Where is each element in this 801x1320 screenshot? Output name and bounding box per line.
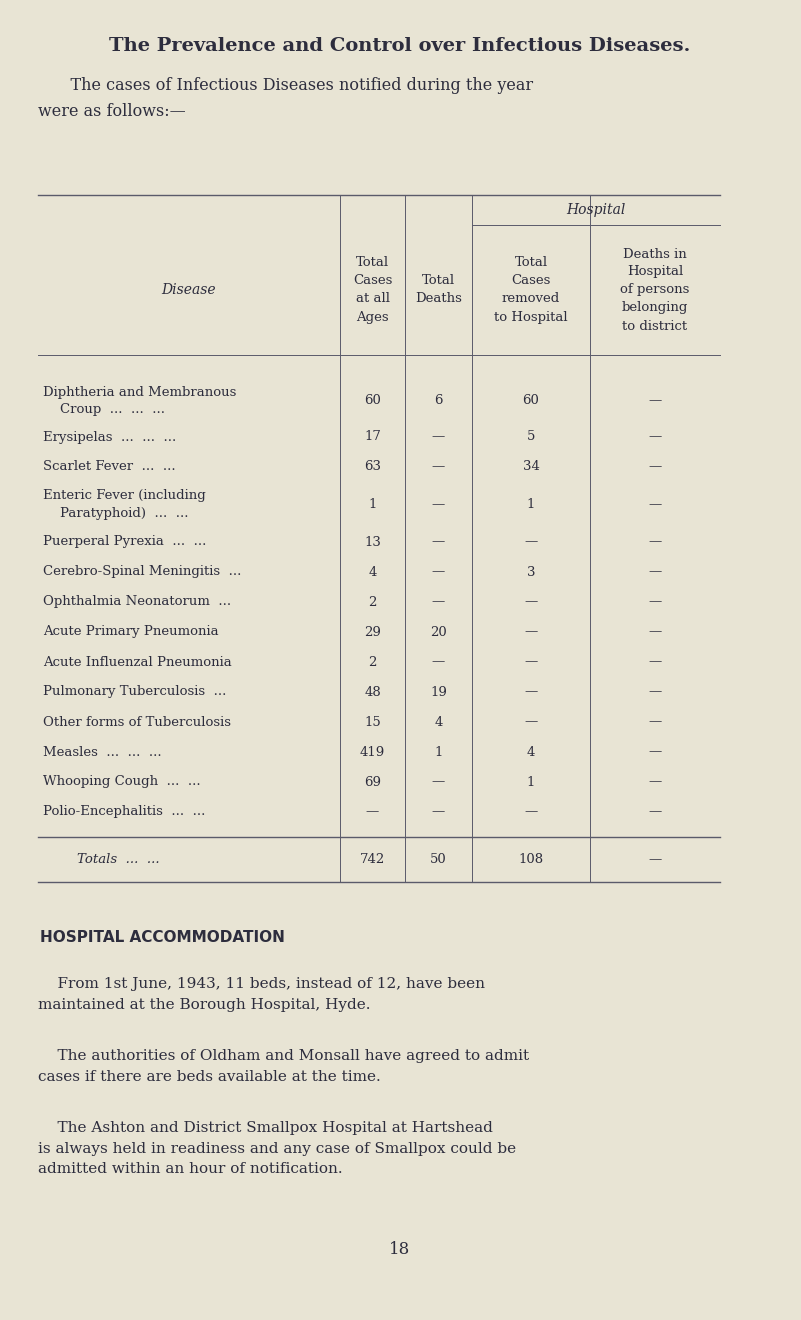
Text: —: — [432,565,445,578]
Text: Acute Primary Pneumonia: Acute Primary Pneumonia [43,626,219,639]
Text: 108: 108 [518,853,544,866]
Text: 29: 29 [364,626,381,639]
Text: 2: 2 [368,656,376,668]
Text: The Ashton and District Smallpox Hospital at Hartshead
is always held in readine: The Ashton and District Smallpox Hospita… [38,1121,516,1176]
Text: 1: 1 [368,498,376,511]
Text: The authorities of Oldham and Monsall have agreed to admit
cases if there are be: The authorities of Oldham and Monsall ha… [38,1049,529,1084]
Text: 4: 4 [527,746,535,759]
Text: 419: 419 [360,746,385,759]
Text: 19: 19 [430,685,447,698]
Text: —: — [648,595,662,609]
Text: —: — [525,656,537,668]
Text: Total
Cases
at all
Ages: Total Cases at all Ages [352,256,392,323]
Text: 1: 1 [527,776,535,788]
Text: Measles  ...  ...  ...: Measles ... ... ... [43,746,162,759]
Text: —: — [525,626,537,639]
Text: 18: 18 [389,1242,411,1258]
Text: 2: 2 [368,595,376,609]
Text: Ophthalmia Neonatorum  ...: Ophthalmia Neonatorum ... [43,595,231,609]
Text: Polio-Encephalitis  ...  ...: Polio-Encephalitis ... ... [43,805,205,818]
Text: —: — [648,805,662,818]
Text: —: — [648,395,662,408]
Text: —: — [648,626,662,639]
Text: 13: 13 [364,536,381,549]
Text: Scarlet Fever  ...  ...: Scarlet Fever ... ... [43,461,175,474]
Text: 17: 17 [364,430,381,444]
Text: The cases of Infectious Diseases notified during the year: The cases of Infectious Diseases notifie… [50,77,533,94]
Text: —: — [525,536,537,549]
Text: —: — [648,565,662,578]
Text: 48: 48 [364,685,380,698]
Text: —: — [648,461,662,474]
Text: —: — [432,536,445,549]
Text: Enteric Fever (including
    Paratyphoid)  ...  ...: Enteric Fever (including Paratyphoid) ..… [43,490,206,520]
Text: Diphtheria and Membranous
    Croup  ...  ...  ...: Diphtheria and Membranous Croup ... ... … [43,385,236,416]
Text: 3: 3 [527,565,535,578]
Text: —: — [525,685,537,698]
Text: Pulmonary Tuberculosis  ...: Pulmonary Tuberculosis ... [43,685,227,698]
Text: —: — [432,498,445,511]
Text: 4: 4 [368,565,376,578]
Text: 15: 15 [364,715,380,729]
Text: —: — [648,536,662,549]
Text: The Prevalence and Control over Infectious Diseases.: The Prevalence and Control over Infectio… [109,37,690,55]
Text: Other forms of Tuberculosis: Other forms of Tuberculosis [43,715,231,729]
Text: 1: 1 [434,746,443,759]
Text: —: — [648,715,662,729]
Text: 20: 20 [430,626,447,639]
Text: —: — [648,430,662,444]
Text: HOSPITAL ACCOMMODATION: HOSPITAL ACCOMMODATION [40,929,285,945]
Text: —: — [525,805,537,818]
Text: —: — [648,746,662,759]
Text: —: — [525,715,537,729]
Text: —: — [366,805,379,818]
Text: Acute Influenzal Pneumonia: Acute Influenzal Pneumonia [43,656,231,668]
Text: 50: 50 [430,853,447,866]
Text: —: — [525,595,537,609]
Text: were as follows:—: were as follows:— [38,103,186,120]
Text: —: — [432,656,445,668]
Text: From 1st June, 1943, 11 beds, instead of 12, have been
maintained at the Borough: From 1st June, 1943, 11 beds, instead of… [38,977,485,1011]
Text: —: — [432,461,445,474]
Text: Puerperal Pyrexia  ...  ...: Puerperal Pyrexia ... ... [43,536,207,549]
Text: 742: 742 [360,853,385,866]
Text: Totals  ...  ...: Totals ... ... [77,853,159,866]
Text: Disease: Disease [162,282,216,297]
Text: Cerebro-Spinal Meningitis  ...: Cerebro-Spinal Meningitis ... [43,565,241,578]
Text: 69: 69 [364,776,381,788]
Text: 1: 1 [527,498,535,511]
Text: 60: 60 [364,395,381,408]
Text: —: — [432,776,445,788]
Text: —: — [648,685,662,698]
Text: 5: 5 [527,430,535,444]
Text: Erysipelas  ...  ...  ...: Erysipelas ... ... ... [43,430,176,444]
Text: 34: 34 [522,461,539,474]
Text: Whooping Cough  ...  ...: Whooping Cough ... ... [43,776,200,788]
Text: 60: 60 [522,395,539,408]
Text: Hospital: Hospital [566,203,626,216]
Text: —: — [648,853,662,866]
Text: 4: 4 [434,715,443,729]
Text: —: — [648,656,662,668]
Text: —: — [648,498,662,511]
Text: —: — [648,776,662,788]
Text: Total
Deaths: Total Deaths [415,275,462,305]
Text: 63: 63 [364,461,381,474]
Text: Total
Cases
removed
to Hospital: Total Cases removed to Hospital [494,256,568,323]
Text: —: — [432,595,445,609]
Text: 6: 6 [434,395,443,408]
Text: Deaths in
Hospital
of persons
belonging
to district: Deaths in Hospital of persons belonging … [620,248,690,333]
Text: —: — [432,430,445,444]
Text: —: — [432,805,445,818]
